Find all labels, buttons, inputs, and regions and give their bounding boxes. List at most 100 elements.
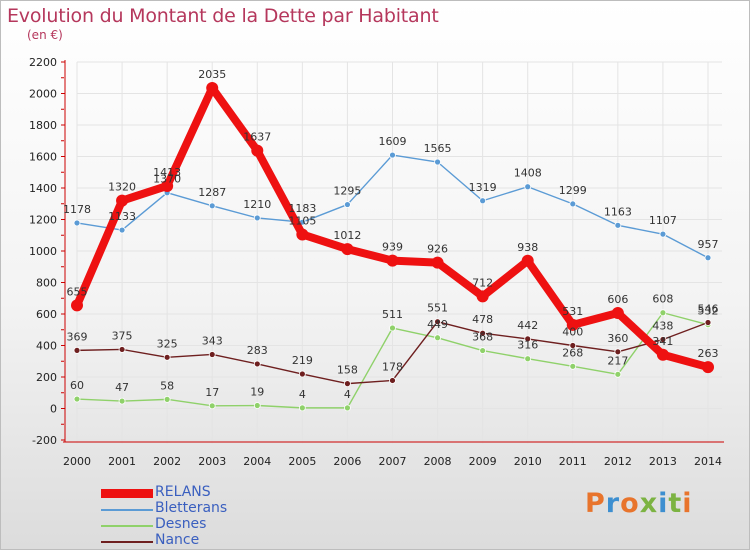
data-label: 606 (607, 293, 628, 306)
logo-letter: t (668, 488, 683, 519)
y-tick-label: 400 (36, 340, 57, 353)
data-point (521, 254, 534, 267)
data-label: 1105 (288, 214, 316, 227)
data-point (73, 395, 81, 403)
x-tick-label: 2006 (333, 455, 361, 468)
data-label: 1565 (424, 142, 452, 155)
data-label: 341 (652, 335, 673, 348)
data-point (73, 219, 81, 227)
legend-label: Desnes (155, 516, 207, 532)
x-tick-label: 2003 (198, 455, 226, 468)
data-label: 400 (562, 326, 583, 339)
data-label: 442 (517, 319, 538, 332)
data-point (659, 309, 667, 317)
data-point (163, 353, 171, 361)
y-tick-label: 800 (36, 277, 57, 290)
data-label: 1012 (333, 229, 361, 242)
data-point (296, 228, 309, 241)
x-tick-label: 2007 (379, 455, 407, 468)
y-axis-ticks: -200 0 200 400 600 800 1000 1200 1400 1600 1800 200… (29, 56, 65, 447)
data-label: 511 (382, 308, 403, 321)
data-point (702, 361, 714, 374)
legend-label: Nance (155, 532, 200, 548)
data-label: 360 (607, 332, 628, 345)
data-point (298, 370, 306, 378)
data-label: 938 (517, 241, 538, 254)
data-label: 2035 (198, 68, 226, 81)
data-label: 1287 (198, 186, 226, 199)
data-point (431, 256, 444, 269)
data-label: 375 (112, 329, 133, 342)
data-point (479, 347, 487, 354)
y-tick-label: 1200 (29, 214, 57, 227)
y-tick-label: 2000 (29, 88, 57, 101)
legend-swatch (101, 509, 153, 511)
data-label: 1163 (604, 205, 632, 218)
legend-label: RELANS (155, 484, 211, 500)
data-labels: 655 1320 1413 2035 1637 1105 1012 939 926 712 938 5… (63, 68, 719, 401)
y-tick-label: -200 (32, 434, 57, 447)
data-label: 263 (698, 347, 719, 360)
data-label: 532 (698, 305, 719, 318)
data-point (253, 214, 261, 222)
x-tick-label: 2004 (243, 455, 271, 468)
data-label: 343 (202, 334, 223, 347)
x-tick-label: 2014 (694, 455, 722, 468)
y-tick-label: 600 (36, 308, 57, 321)
y-tick-label: 1600 (29, 151, 57, 164)
data-point (389, 324, 396, 332)
data-label: 926 (427, 243, 448, 256)
legend-swatch (101, 541, 153, 543)
data-point (524, 355, 532, 363)
x-tick-label: 2008 (424, 455, 452, 468)
data-label: 58 (160, 379, 174, 392)
data-label: 1413 (153, 166, 181, 179)
data-point (344, 380, 351, 388)
legend-swatch (101, 489, 153, 498)
data-label: 369 (67, 330, 88, 343)
data-point (656, 348, 669, 361)
data-point (434, 318, 441, 326)
data-label: 368 (472, 331, 493, 344)
legend-swatch (101, 525, 153, 527)
x-tick-label: 2000 (63, 455, 91, 468)
data-point (704, 254, 712, 262)
x-tick-label: 2010 (514, 455, 542, 468)
data-label: 217 (607, 354, 628, 367)
legend-label: Bletterans (155, 500, 228, 516)
chart-title: Evolution du Montant de la Dette par Hab… (7, 5, 439, 27)
data-label: 325 (157, 337, 178, 350)
data-point (524, 335, 532, 343)
data-label: 158 (337, 364, 358, 377)
data-point (251, 144, 264, 157)
y-tick-label: 1000 (29, 245, 57, 258)
x-tick-label: 2002 (153, 455, 181, 468)
data-label: 1408 (514, 167, 542, 180)
data-point (476, 290, 489, 303)
data-label: 1637 (243, 131, 271, 144)
data-point (298, 404, 306, 412)
data-point (614, 370, 622, 378)
data-label: 219 (292, 354, 313, 367)
data-label: 1319 (469, 181, 497, 194)
logo-letter: r (605, 488, 621, 519)
data-point (116, 194, 129, 207)
data-point (341, 243, 354, 256)
data-point (389, 151, 396, 159)
data-point (73, 346, 81, 354)
data-label: 1210 (243, 198, 271, 211)
data-label: 1609 (379, 135, 407, 148)
data-point (386, 254, 399, 267)
x-tick-label: 2009 (469, 455, 497, 468)
data-point (659, 336, 667, 343)
data-point (569, 200, 577, 208)
y-tick-label: 200 (36, 371, 57, 384)
data-label: 1178 (63, 203, 91, 216)
data-label: 268 (562, 346, 583, 359)
data-label: 1183 (288, 202, 316, 215)
data-label: 19 (250, 386, 264, 399)
data-point (569, 362, 577, 370)
data-point (206, 81, 219, 94)
logo-letter: P (585, 488, 606, 519)
